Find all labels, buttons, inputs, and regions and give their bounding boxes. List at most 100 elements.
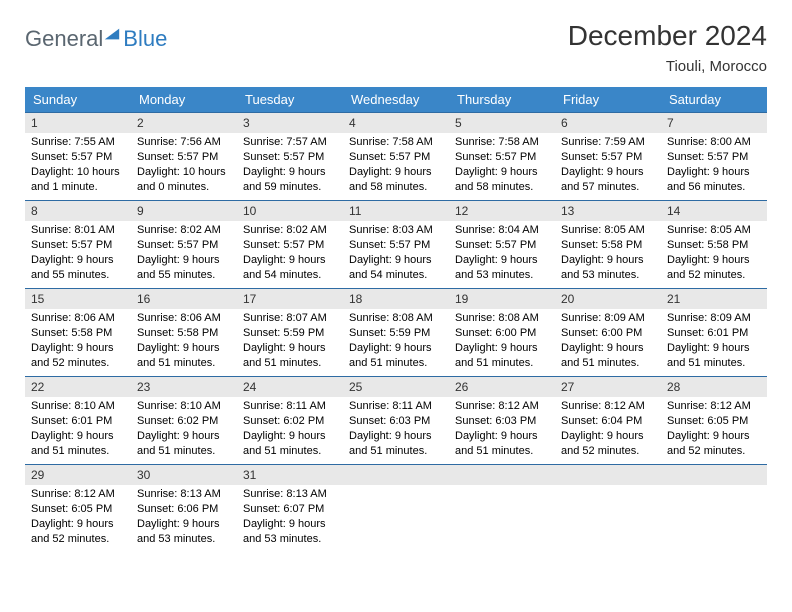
daylight-line: Daylight: 10 hours and 0 minutes.	[137, 165, 231, 195]
sunrise-line: Sunrise: 8:02 AM	[137, 223, 231, 238]
sunset-line: Sunset: 6:05 PM	[31, 502, 125, 517]
sunset-line: Sunset: 5:58 PM	[31, 326, 125, 341]
calendar-cell: 30Sunrise: 8:13 AMSunset: 6:06 PMDayligh…	[131, 465, 237, 553]
weekday-header: Thursday	[449, 87, 555, 113]
day-number: 27	[555, 377, 661, 397]
daylight-line: Daylight: 9 hours and 52 minutes.	[667, 253, 761, 283]
logo-text-general: General	[25, 26, 103, 52]
calendar-cell: 31Sunrise: 8:13 AMSunset: 6:07 PMDayligh…	[237, 465, 343, 553]
calendar-row: 8Sunrise: 8:01 AMSunset: 5:57 PMDaylight…	[25, 201, 767, 289]
daylight-line: Daylight: 9 hours and 51 minutes.	[137, 429, 231, 459]
calendar-cell: 28Sunrise: 8:12 AMSunset: 6:05 PMDayligh…	[661, 377, 767, 465]
day-content: Sunrise: 7:58 AMSunset: 5:57 PMDaylight:…	[449, 133, 555, 198]
day-content: Sunrise: 8:08 AMSunset: 5:59 PMDaylight:…	[343, 309, 449, 374]
empty-day-number	[661, 465, 767, 485]
empty-day-number	[449, 465, 555, 485]
day-content: Sunrise: 8:12 AMSunset: 6:05 PMDaylight:…	[661, 397, 767, 462]
calendar-cell: 27 Sunrise: 8:12 AMSunset: 6:04 PMDayligh…	[555, 377, 661, 465]
sunrise-line: Sunrise: 8:12 AM	[561, 399, 655, 414]
calendar-cell: 9Sunrise: 8:02 AMSunset: 5:57 PMDaylight…	[131, 201, 237, 289]
daylight-line: Daylight: 9 hours and 51 minutes.	[243, 429, 337, 459]
sunrise-line: Sunrise: 8:09 AM	[667, 311, 761, 326]
sunset-line: Sunset: 5:57 PM	[561, 150, 655, 165]
day-content: Sunrise: 8:12 AMSunset: 6:05 PMDaylight:…	[25, 485, 131, 550]
day-number: 7	[661, 113, 767, 133]
calendar-cell: 1Sunrise: 7:55 AMSunset: 5:57 PMDaylight…	[25, 113, 131, 201]
day-number: 23	[131, 377, 237, 397]
calendar-cell: 14Sunrise: 8:05 AMSunset: 5:58 PMDayligh…	[661, 201, 767, 289]
day-content: Sunrise: 7:56 AMSunset: 5:57 PMDaylight:…	[131, 133, 237, 198]
daylight-line: Daylight: 9 hours and 53 minutes.	[137, 517, 231, 547]
day-number: 12	[449, 201, 555, 221]
day-number: 8	[25, 201, 131, 221]
calendar-cell: 26Sunrise: 8:12 AMSunset: 6:03 PMDayligh…	[449, 377, 555, 465]
calendar-cell: 23Sunrise: 8:10 AMSunset: 6:02 PMDayligh…	[131, 377, 237, 465]
daylight-line: Daylight: 9 hours and 51 minutes.	[31, 429, 125, 459]
sunset-line: Sunset: 5:58 PM	[137, 326, 231, 341]
calendar-cell: 10Sunrise: 8:02 AMSunset: 5:57 PMDayligh…	[237, 201, 343, 289]
sunrise-line: Sunrise: 8:05 AM	[667, 223, 761, 238]
sunrise-line: Sunrise: 8:06 AM	[137, 311, 231, 326]
day-content: Sunrise: 7:59 AMSunset: 5:57 PMDaylight:…	[555, 133, 661, 198]
sunset-line: Sunset: 6:04 PM	[561, 414, 655, 429]
calendar-cell	[555, 465, 661, 553]
sunrise-line: Sunrise: 8:04 AM	[455, 223, 549, 238]
day-number: 22	[25, 377, 131, 397]
calendar-cell	[661, 465, 767, 553]
sunrise-line: Sunrise: 7:57 AM	[243, 135, 337, 150]
daylight-line: Daylight: 9 hours and 52 minutes.	[561, 429, 655, 459]
daylight-line: Daylight: 9 hours and 51 minutes.	[349, 341, 443, 371]
day-number: 10	[237, 201, 343, 221]
daylight-line: Daylight: 9 hours and 52 minutes.	[31, 341, 125, 371]
day-number: 30	[131, 465, 237, 485]
day-number: 1	[25, 113, 131, 133]
sunset-line: Sunset: 5:57 PM	[31, 238, 125, 253]
sunset-line: Sunset: 5:58 PM	[561, 238, 655, 253]
calendar-cell: 6Sunrise: 7:59 AMSunset: 5:57 PMDaylight…	[555, 113, 661, 201]
calendar-cell: 16Sunrise: 8:06 AMSunset: 5:58 PMDayligh…	[131, 289, 237, 377]
sunset-line: Sunset: 6:00 PM	[561, 326, 655, 341]
sunset-line: Sunset: 6:01 PM	[667, 326, 761, 341]
sunset-line: Sunset: 6:06 PM	[137, 502, 231, 517]
calendar-cell: 2Sunrise: 7:56 AMSunset: 5:57 PMDaylight…	[131, 113, 237, 201]
sunset-line: Sunset: 6:02 PM	[243, 414, 337, 429]
day-number: 20	[555, 289, 661, 309]
day-content: Sunrise: 7:57 AMSunset: 5:57 PMDaylight:…	[237, 133, 343, 198]
day-number: 3	[237, 113, 343, 133]
calendar-cell	[343, 465, 449, 553]
daylight-line: Daylight: 9 hours and 51 minutes.	[455, 341, 549, 371]
calendar-cell: 3Sunrise: 7:57 AMSunset: 5:57 PMDaylight…	[237, 113, 343, 201]
sunrise-line: Sunrise: 7:58 AM	[455, 135, 549, 150]
day-number: 25	[343, 377, 449, 397]
day-content: Sunrise: 8:10 AMSunset: 6:01 PMDaylight:…	[25, 397, 131, 462]
calendar-cell: 12Sunrise: 8:04 AMSunset: 5:57 PMDayligh…	[449, 201, 555, 289]
day-content: Sunrise: 8:02 AMSunset: 5:57 PMDaylight:…	[237, 221, 343, 286]
sunset-line: Sunset: 6:03 PM	[455, 414, 549, 429]
day-content: Sunrise: 8:07 AMSunset: 5:59 PMDaylight:…	[237, 309, 343, 374]
day-content: Sunrise: 8:13 AMSunset: 6:06 PMDaylight:…	[131, 485, 237, 550]
day-number: 19	[449, 289, 555, 309]
sunrise-line: Sunrise: 8:07 AM	[243, 311, 337, 326]
calendar-row: 15Sunrise: 8:06 AMSunset: 5:58 PMDayligh…	[25, 289, 767, 377]
sunrise-line: Sunrise: 7:58 AM	[349, 135, 443, 150]
sunset-line: Sunset: 5:59 PM	[349, 326, 443, 341]
calendar-cell: 5Sunrise: 7:58 AMSunset: 5:57 PMDaylight…	[449, 113, 555, 201]
daylight-line: Daylight: 9 hours and 58 minutes.	[455, 165, 549, 195]
daylight-line: Daylight: 9 hours and 57 minutes.	[561, 165, 655, 195]
sunset-line: Sunset: 5:57 PM	[243, 238, 337, 253]
day-number: 18	[343, 289, 449, 309]
weekday-header: Friday	[555, 87, 661, 113]
sunrise-line: Sunrise: 8:06 AM	[31, 311, 125, 326]
daylight-line: Daylight: 9 hours and 59 minutes.	[243, 165, 337, 195]
daylight-line: Daylight: 10 hours and 1 minute.	[31, 165, 125, 195]
sunrise-line: Sunrise: 8:11 AM	[243, 399, 337, 414]
day-content: Sunrise: 8:09 AMSunset: 6:01 PMDaylight:…	[661, 309, 767, 374]
calendar-cell: 20Sunrise: 8:09 AMSunset: 6:00 PMDayligh…	[555, 289, 661, 377]
calendar-cell: 21Sunrise: 8:09 AMSunset: 6:01 PMDayligh…	[661, 289, 767, 377]
empty-day-content	[555, 485, 661, 545]
sunrise-line: Sunrise: 8:09 AM	[561, 311, 655, 326]
day-number: 15	[25, 289, 131, 309]
day-content: Sunrise: 8:01 AMSunset: 5:57 PMDaylight:…	[25, 221, 131, 286]
day-content: Sunrise: 7:55 AMSunset: 5:57 PMDaylight:…	[25, 133, 131, 198]
sunset-line: Sunset: 6:01 PM	[31, 414, 125, 429]
